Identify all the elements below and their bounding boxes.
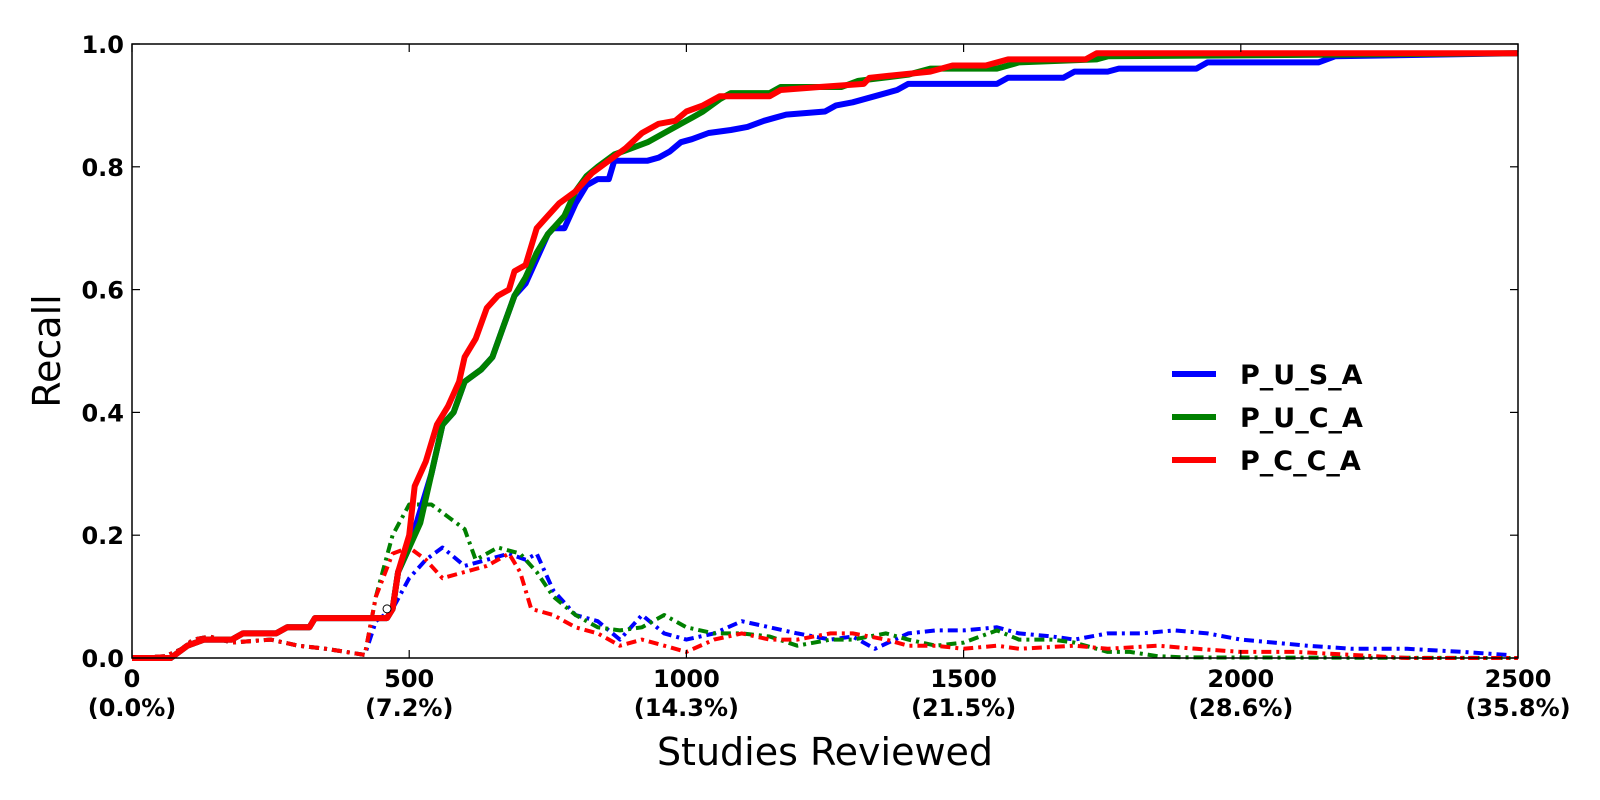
x-tick-label: 0 (124, 665, 141, 693)
series-layer (131, 50, 1519, 661)
x-axis-title: Studies Reviewed (657, 730, 993, 774)
start-marker (382, 604, 392, 614)
legend-label: P_C_C_A (1240, 446, 1361, 477)
validation-line-p-c-c-a (131, 545, 1518, 660)
ticks-layer: 0(0.0%) 500(7.2%) 1000(14.3%) 1500(21.5%) 20… (81, 31, 1570, 722)
y-tick-label: 0.6 (81, 277, 124, 305)
y-tick-label: 1.0 (81, 31, 124, 59)
y-tick-label: 0.8 (81, 154, 124, 182)
validation-line-p-u-s-a (131, 545, 1508, 660)
y-tick-label: 0.4 (81, 399, 124, 427)
x-tick-label: 1000 (653, 665, 720, 693)
x-tick-sublabel: (7.2%) (365, 694, 454, 722)
legend-label: P_U_S_A (1240, 360, 1363, 391)
x-tick-sublabel: (35.8%) (1465, 694, 1570, 722)
recall-line-p-c-c-a (132, 50, 1518, 661)
x-tick-sublabel: (21.5%) (911, 694, 1016, 722)
y-tick-label: 0.0 (81, 645, 124, 673)
y-axis-title: Recall (25, 294, 69, 407)
plot-frame (131, 43, 1519, 659)
legend-label: P_U_C_A (1240, 403, 1363, 434)
legend: P_U_S_A P_U_C_A P_C_C_A (1172, 360, 1363, 477)
x-tick-label: 500 (384, 665, 434, 693)
x-tick-sublabel: (14.3%) (634, 694, 739, 722)
x-tick-label: 2500 (1485, 665, 1552, 693)
x-tick-label: 1500 (930, 665, 997, 693)
x-tick-sublabel: (0.0%) (88, 694, 177, 722)
x-tick-sublabel: (28.6%) (1188, 694, 1293, 722)
y-tick-label: 0.2 (81, 522, 124, 550)
x-tick-label: 2000 (1207, 665, 1274, 693)
